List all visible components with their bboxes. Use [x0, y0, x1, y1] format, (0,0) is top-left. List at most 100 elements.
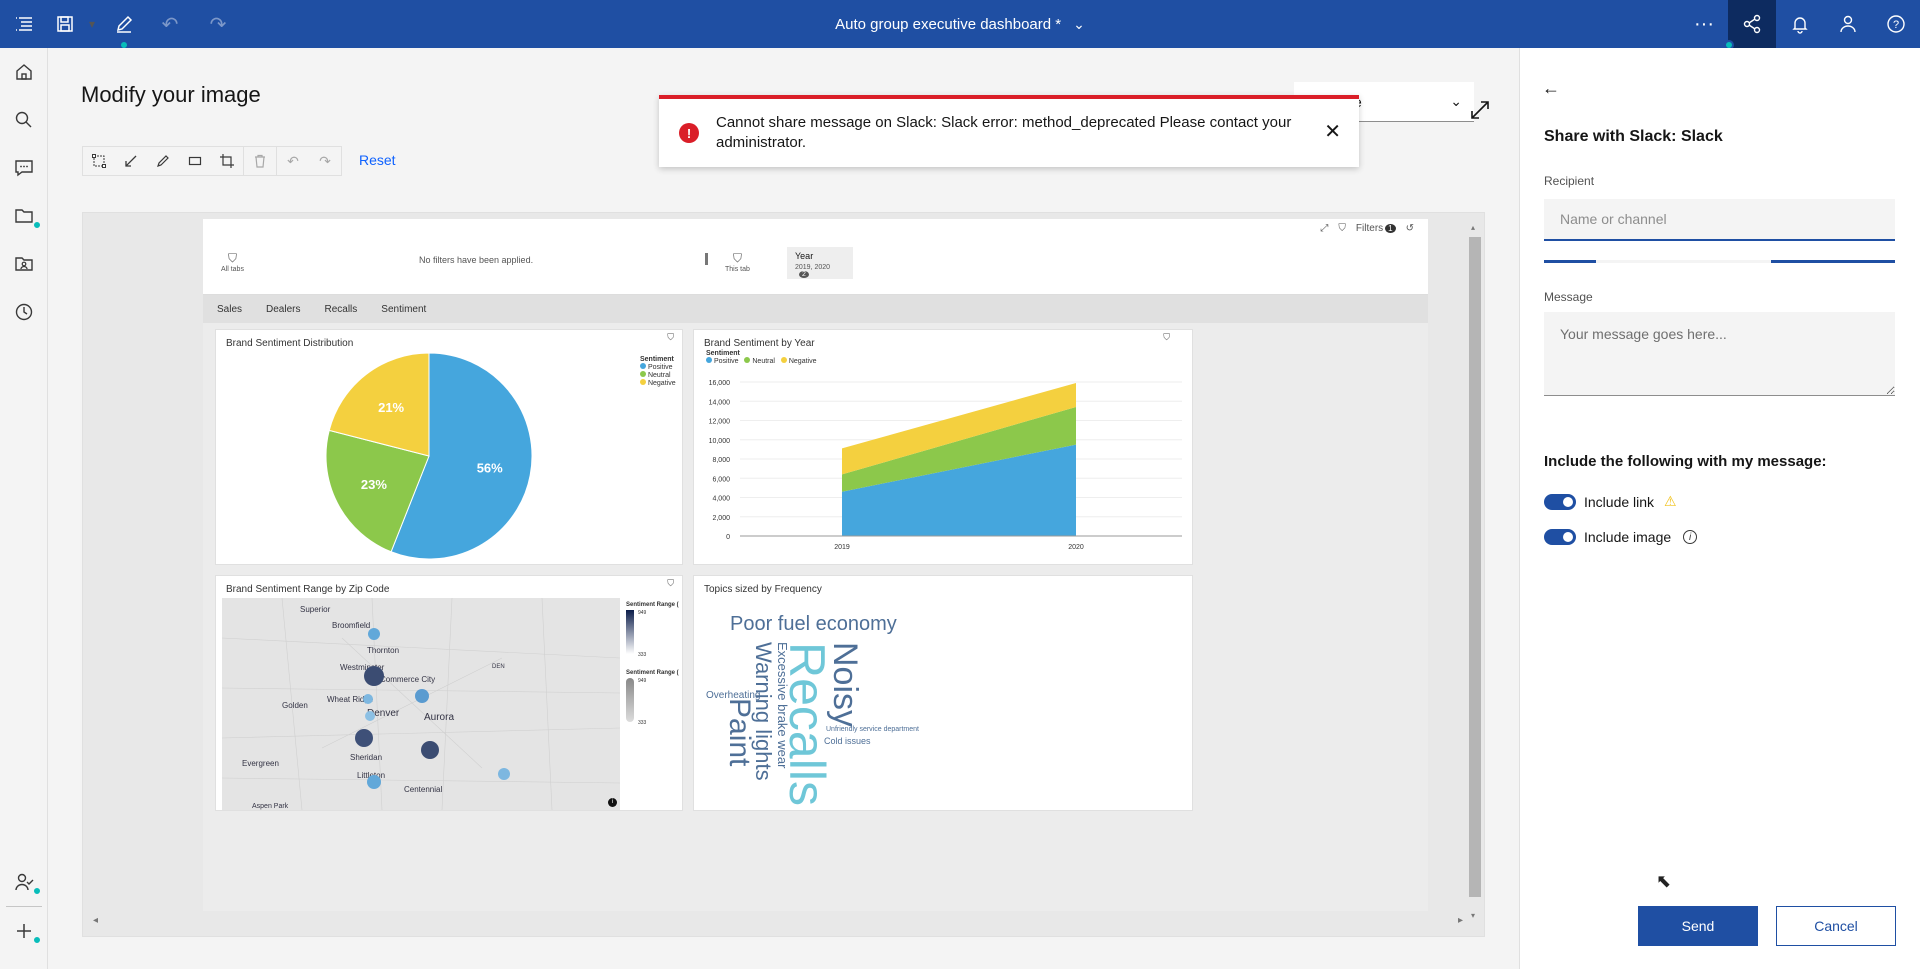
- legend-item-negative: Negative: [780, 357, 817, 365]
- undo-icon[interactable]: ↶: [287, 152, 299, 169]
- area-series-neutral: [842, 407, 1076, 492]
- scrollbar-thumb[interactable]: [1469, 237, 1481, 897]
- include-link-label: Include link: [1584, 493, 1655, 510]
- area-chart: 0 2,000 4,000 6,000 8,000 10,000 12,000 14,000 1…: [709, 380, 1182, 551]
- filter-icon: ⛉: [1163, 332, 1170, 342]
- save-icon[interactable]: [48, 0, 82, 48]
- word-excessive-brake-wear: Excessive brake wear: [775, 642, 790, 769]
- map-place-aspen-park: Aspen Park: [252, 803, 289, 810]
- scroll-right-icon[interactable]: ▸: [1457, 915, 1463, 926]
- recipient-input[interactable]: [1544, 199, 1895, 241]
- search-icon[interactable]: [0, 96, 48, 144]
- include-link-toggle[interactable]: [1544, 493, 1576, 510]
- area-series-positive: [842, 444, 1076, 536]
- user-check-icon[interactable]: [0, 858, 48, 906]
- chevron-down-icon[interactable]: ▾: [88, 17, 96, 31]
- vertical-scrollbar[interactable]: ▴ ▾: [1468, 223, 1481, 923]
- add-icon[interactable]: [0, 907, 48, 955]
- cancel-button[interactable]: Cancel: [1776, 906, 1896, 946]
- area-legend: Sentiment Positive Neutral Negative: [706, 350, 817, 365]
- reset-button[interactable]: Reset: [359, 152, 396, 168]
- pencil-icon[interactable]: [102, 0, 146, 50]
- map-legend: Sentiment Range ( 949 333 Sentiment Rang…: [626, 602, 682, 732]
- tab-recalls: Recalls: [324, 303, 358, 315]
- user-icon[interactable]: [1824, 0, 1872, 48]
- close-icon[interactable]: ✕: [1324, 121, 1341, 143]
- expand-icon: ⤢: [1320, 223, 1329, 234]
- send-button[interactable]: Send: [1638, 906, 1758, 946]
- svg-text:?: ?: [1893, 19, 1899, 31]
- legend-item-positive: Positive: [706, 357, 738, 365]
- filter-icon: ⛉: [667, 332, 674, 342]
- team-folder-icon[interactable]: [0, 240, 48, 288]
- back-arrow-icon[interactable]: ←: [1542, 78, 1560, 98]
- folder-icon[interactable]: [0, 192, 48, 240]
- dashboard-title[interactable]: Auto group executive dashboard *: [835, 15, 1062, 33]
- recent-icon[interactable]: [0, 288, 48, 336]
- pie-slice-negative: [328, 352, 430, 457]
- home-icon[interactable]: [0, 48, 48, 96]
- horizontal-scrollbar[interactable]: ◂ ▸: [93, 915, 1463, 929]
- undo-icon[interactable]: ↶: [161, 13, 179, 36]
- color-scale: [626, 610, 634, 654]
- scroll-down-icon[interactable]: ▾: [1471, 911, 1476, 920]
- y-tick-label: 14,000: [709, 399, 731, 406]
- redo-icon[interactable]: ↷: [319, 152, 331, 169]
- map-place-broomfield: Broomfield: [332, 621, 370, 630]
- rectangle-tool-icon[interactable]: [179, 146, 211, 176]
- share-icon[interactable]: [1724, 0, 1776, 50]
- year-value: 2019, 2020: [795, 264, 831, 271]
- pie-slice-neutral: [325, 429, 430, 553]
- info-icon: i: [608, 798, 617, 807]
- chat-icon[interactable]: [0, 144, 48, 192]
- legend-title: Sentiment: [706, 350, 740, 357]
- info-icon[interactable]: i: [1683, 530, 1698, 544]
- dashboard-header-tools: ⤢ ⛉ Filters 1 ↺: [1320, 223, 1414, 234]
- map-legend-1-title: Sentiment Range (: [626, 602, 679, 608]
- map-place-commerce-city: Commerce City: [380, 675, 435, 684]
- y-tick-label: 12,000: [709, 419, 731, 426]
- dashboard-tabs: Sales Dealers Recalls Sentiment: [203, 295, 1428, 323]
- error-message: Cannot share message on Slack: Slack err…: [716, 114, 1292, 151]
- image-canvas[interactable]: ⤢ ⛉ Filters 1 ↺ ⛉ All tabs No filters ha…: [82, 212, 1485, 937]
- no-filters-text: No filters have been applied.: [419, 255, 534, 265]
- scroll-up-icon[interactable]: ▴: [1471, 223, 1476, 232]
- menu-icon[interactable]: [0, 0, 48, 48]
- divider: [276, 146, 277, 176]
- word-paint: Paint: [723, 698, 756, 767]
- map-place-centennial: Centennial: [404, 785, 442, 794]
- word-cloud: Poor fuel economy Recalls Noisy Excessiv…: [706, 613, 919, 806]
- dashboard-screenshot: ⤢ ⛉ Filters 1 ↺ ⛉ All tabs No filters ha…: [203, 219, 1428, 911]
- map-place-thornton: Thornton: [367, 646, 399, 655]
- expand-icon[interactable]: [1460, 90, 1500, 130]
- share-panel: ← Share with Slack: Slack Recipient Mess…: [1519, 48, 1920, 969]
- legend-item-negative: Negative: [640, 379, 676, 387]
- map-place-aurora: Aurora: [424, 712, 454, 723]
- pie-legend: Sentiment Positive Neutral Negative: [640, 356, 676, 387]
- y-tick-label: 2,000: [712, 515, 730, 522]
- overflow-menu-icon[interactable]: ···: [1694, 12, 1714, 35]
- crop-tool-icon[interactable]: [211, 146, 243, 176]
- delete-icon[interactable]: [244, 146, 276, 176]
- map-place-westminster: Westminster: [340, 663, 385, 672]
- loading-indicator: [1544, 260, 1895, 263]
- help-icon[interactable]: ?: [1872, 0, 1920, 48]
- pen-tool-icon[interactable]: [147, 146, 179, 176]
- include-image-toggle[interactable]: [1544, 529, 1576, 545]
- y-tick-label: 10,000: [709, 438, 731, 445]
- scroll-left-icon[interactable]: ◂: [93, 915, 99, 926]
- chevron-down-icon[interactable]: ⌄: [1073, 15, 1085, 32]
- recipient-label: Recipient: [1544, 174, 1595, 188]
- x-tick-label: 2019: [834, 544, 850, 551]
- notification-icon[interactable]: [1776, 0, 1824, 48]
- pie-chart: 56% 23% 21%: [325, 352, 533, 560]
- all-tabs-label: All tabs: [221, 266, 244, 273]
- warning-icon[interactable]: ⚠: [1664, 493, 1677, 509]
- legend-item-positive: Positive: [640, 363, 676, 371]
- main-area: Modify your image e ⌄ ↶ ↷ Reset: [49, 48, 1519, 969]
- arrow-tool-icon[interactable]: [115, 146, 147, 176]
- redo-icon[interactable]: ↷: [209, 13, 227, 36]
- word-noisy: Noisy: [826, 642, 864, 727]
- select-region-icon[interactable]: [83, 146, 115, 176]
- message-input[interactable]: [1544, 312, 1895, 396]
